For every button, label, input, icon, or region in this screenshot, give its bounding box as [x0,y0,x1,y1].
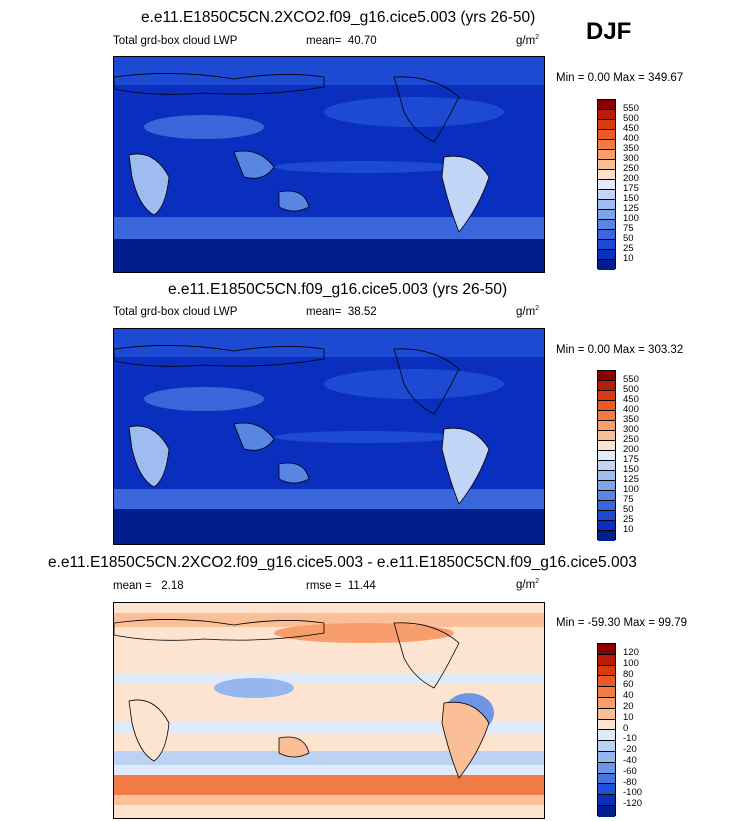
tick: 450 [623,394,639,405]
tick: 450 [623,123,639,134]
panel1-map-svg [114,57,544,272]
tick: -120 [623,798,643,810]
panel1-variable: Total grd-box cloud LWP [113,35,238,47]
tick: 250 [623,163,639,174]
tick: 80 [623,668,634,680]
tick: 350 [623,414,639,425]
tick: 20 [623,701,634,712]
tick: 150 [623,464,639,475]
season-label: DJF [586,18,632,45]
tick: 125 [623,203,639,214]
panel1-colorbar [597,99,616,270]
panel2-map-svg [114,329,544,544]
panel2-mean: mean= 38.52 [306,306,377,318]
tick: 125 [623,474,639,485]
tick: 100 [623,657,639,669]
panel3-units: g/m2 [516,578,540,591]
panel3-map-svg [114,603,544,818]
panel2-title: e.e11.E1850C5CN.f09_g16.cice5.003 (yrs 2… [168,281,508,298]
tick: 50 [623,504,634,515]
tick: -60 [623,765,637,777]
panel3-rmse: rmse = 11.44 [306,580,376,592]
panel1-map [113,56,545,273]
tick: 175 [623,454,639,465]
panel1-minmax: Min = 0.00 Max = 349.67 [556,72,684,84]
tick: -10 [623,733,637,745]
tick: -100 [623,787,643,799]
tick: 250 [623,434,639,445]
panel3-title: e.e11.E1850C5CN.2XCO2.f09_g16.cice5.003 … [48,554,637,571]
tick: -80 [623,776,637,788]
tick: 75 [623,494,634,505]
tick: 40 [623,690,634,702]
tick: 350 [623,143,639,154]
tick: 0 [623,722,629,734]
tick: 120 [623,647,639,658]
tick: 10 [623,711,634,723]
tick: 300 [623,153,639,164]
tick: -40 [623,755,637,766]
tick: 60 [623,679,634,691]
tick: 300 [623,424,639,435]
tick: 400 [623,404,639,415]
tick: 200 [623,173,639,184]
tick: 75 [623,223,634,234]
tick: 25 [623,514,634,525]
tick: 150 [623,193,639,204]
panel1-title: e.e11.E1850C5CN.2XCO2.f09_g16.cice5.003 … [141,9,536,26]
panel2-minmax: Min = 0.00 Max = 303.32 [556,344,684,356]
tick: 400 [623,133,639,144]
panel2-colorbar [597,370,616,541]
tick: 10 [623,524,634,535]
panel2-map [113,328,545,545]
panel1-mean: mean= 40.70 [306,35,377,47]
panel3-map [113,602,545,819]
panel3-minmax: Min = -59.30 Max = 99.79 [556,617,688,629]
tick: 100 [623,213,639,224]
tick: 200 [623,444,639,455]
tick: 100 [623,484,639,495]
panel1-units: g/m2 [516,34,540,47]
tick: 50 [623,233,634,244]
tick: 25 [623,243,634,254]
panel2-units: g/m2 [516,305,540,318]
tick: 175 [623,183,639,194]
tick: 550 [623,103,639,114]
panel3-colorbar [597,643,616,817]
tick: 500 [623,113,639,124]
panel3-mean: mean = 2.18 [113,580,184,592]
tick: -20 [623,744,637,756]
tick: 500 [623,384,639,395]
panel2-variable: Total grd-box cloud LWP [113,306,238,318]
tick: 10 [623,253,634,264]
tick: 550 [623,374,639,385]
